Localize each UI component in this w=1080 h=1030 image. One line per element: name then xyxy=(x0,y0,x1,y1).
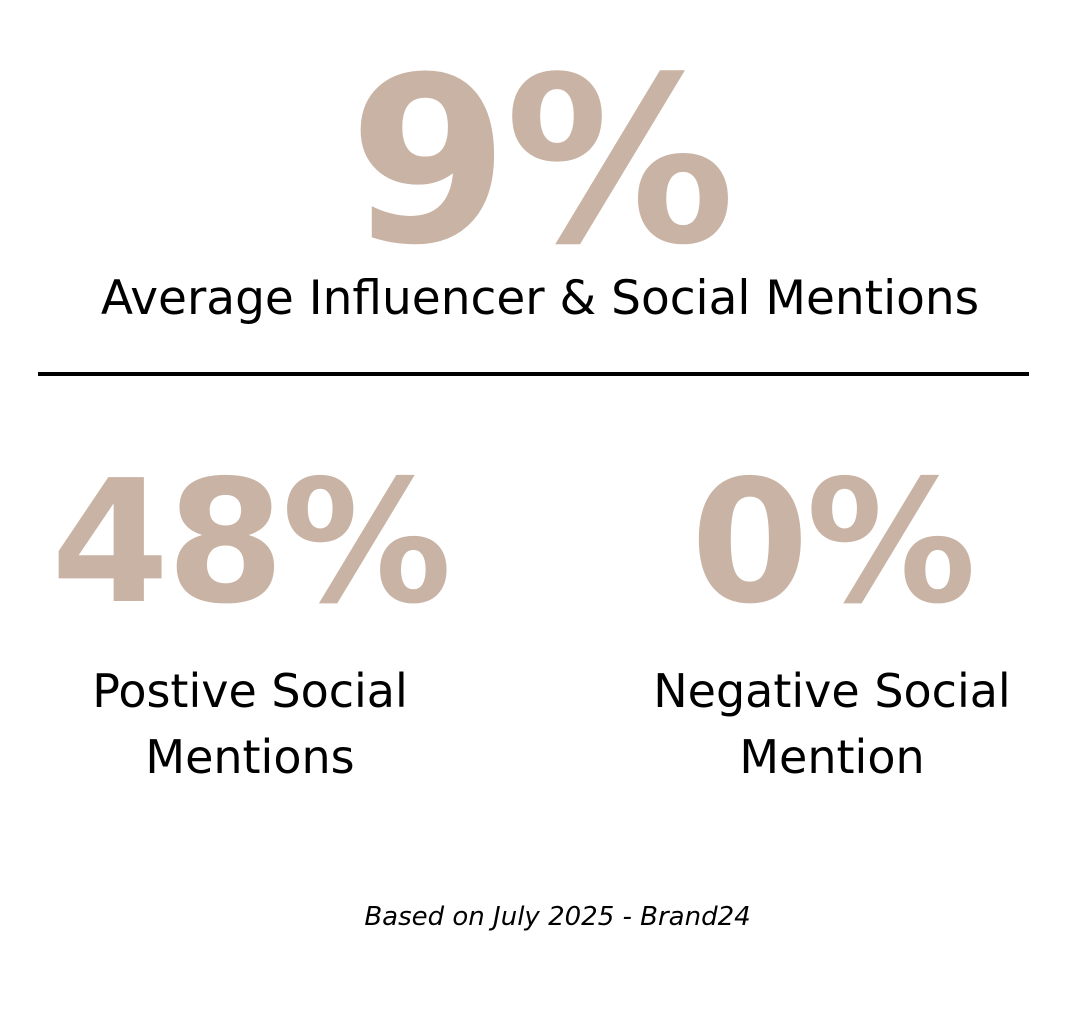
positive-mentions-label: Postive Social Mentions xyxy=(20,658,480,790)
negative-mentions-label: Negative Social Mention xyxy=(600,658,1064,790)
average-mentions-value: 9% xyxy=(348,29,735,296)
negative-mentions-label-line1: Negative Social xyxy=(653,664,1011,718)
negative-mentions-value: 0% xyxy=(690,444,977,642)
source-footnote: Based on July 2025 - Brand24 xyxy=(364,902,751,932)
average-mentions-label: Average Influencer & Social Mentions xyxy=(100,271,980,326)
divider-line xyxy=(38,372,1029,376)
positive-mentions-label-line2: Mentions xyxy=(145,730,355,784)
positive-mentions-label-line1: Postive Social xyxy=(92,664,408,718)
negative-mentions-label-line2: Mention xyxy=(739,730,925,784)
positive-mentions-value: 48% xyxy=(51,444,452,642)
